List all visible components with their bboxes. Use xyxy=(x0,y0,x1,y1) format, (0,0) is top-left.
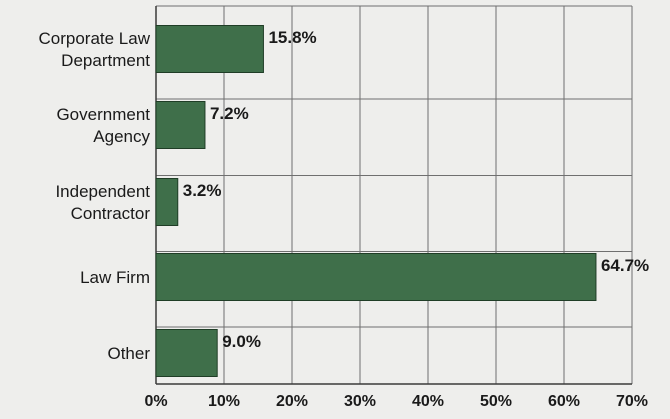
data-label: 64.7% xyxy=(601,256,649,275)
category-label: Department xyxy=(61,51,150,70)
category-label: Corporate Law xyxy=(38,29,150,48)
bar xyxy=(155,178,179,226)
data-label: 15.8% xyxy=(268,28,316,47)
data-label: 7.2% xyxy=(210,104,249,123)
bar xyxy=(155,329,218,377)
category-label: Law Firm xyxy=(80,268,150,287)
x-tick-label: 40% xyxy=(412,393,444,410)
x-tick-label: 50% xyxy=(480,393,512,410)
data-label: 3.2% xyxy=(183,181,222,200)
x-tick-label: 70% xyxy=(616,393,648,410)
bar xyxy=(155,25,264,73)
x-tick-label: 30% xyxy=(344,393,376,410)
x-tick-label: 60% xyxy=(548,393,580,410)
data-label: 9.0% xyxy=(222,332,261,351)
bars xyxy=(155,25,597,377)
category-label: Other xyxy=(107,344,150,363)
x-tick-label: 0% xyxy=(144,393,167,410)
category-label: Agency xyxy=(93,127,150,146)
x-tick-label: 10% xyxy=(208,393,240,410)
category-label: Government xyxy=(56,105,150,124)
bar xyxy=(155,253,597,301)
labels: 0% 10% 20% 30% 40% 50% 60% 70% 15.8% Corporate La… xyxy=(38,28,649,410)
x-tick-label: 20% xyxy=(276,393,308,410)
category-label: Contractor xyxy=(71,204,151,223)
bar xyxy=(155,101,206,149)
category-label: Independent xyxy=(55,182,150,201)
